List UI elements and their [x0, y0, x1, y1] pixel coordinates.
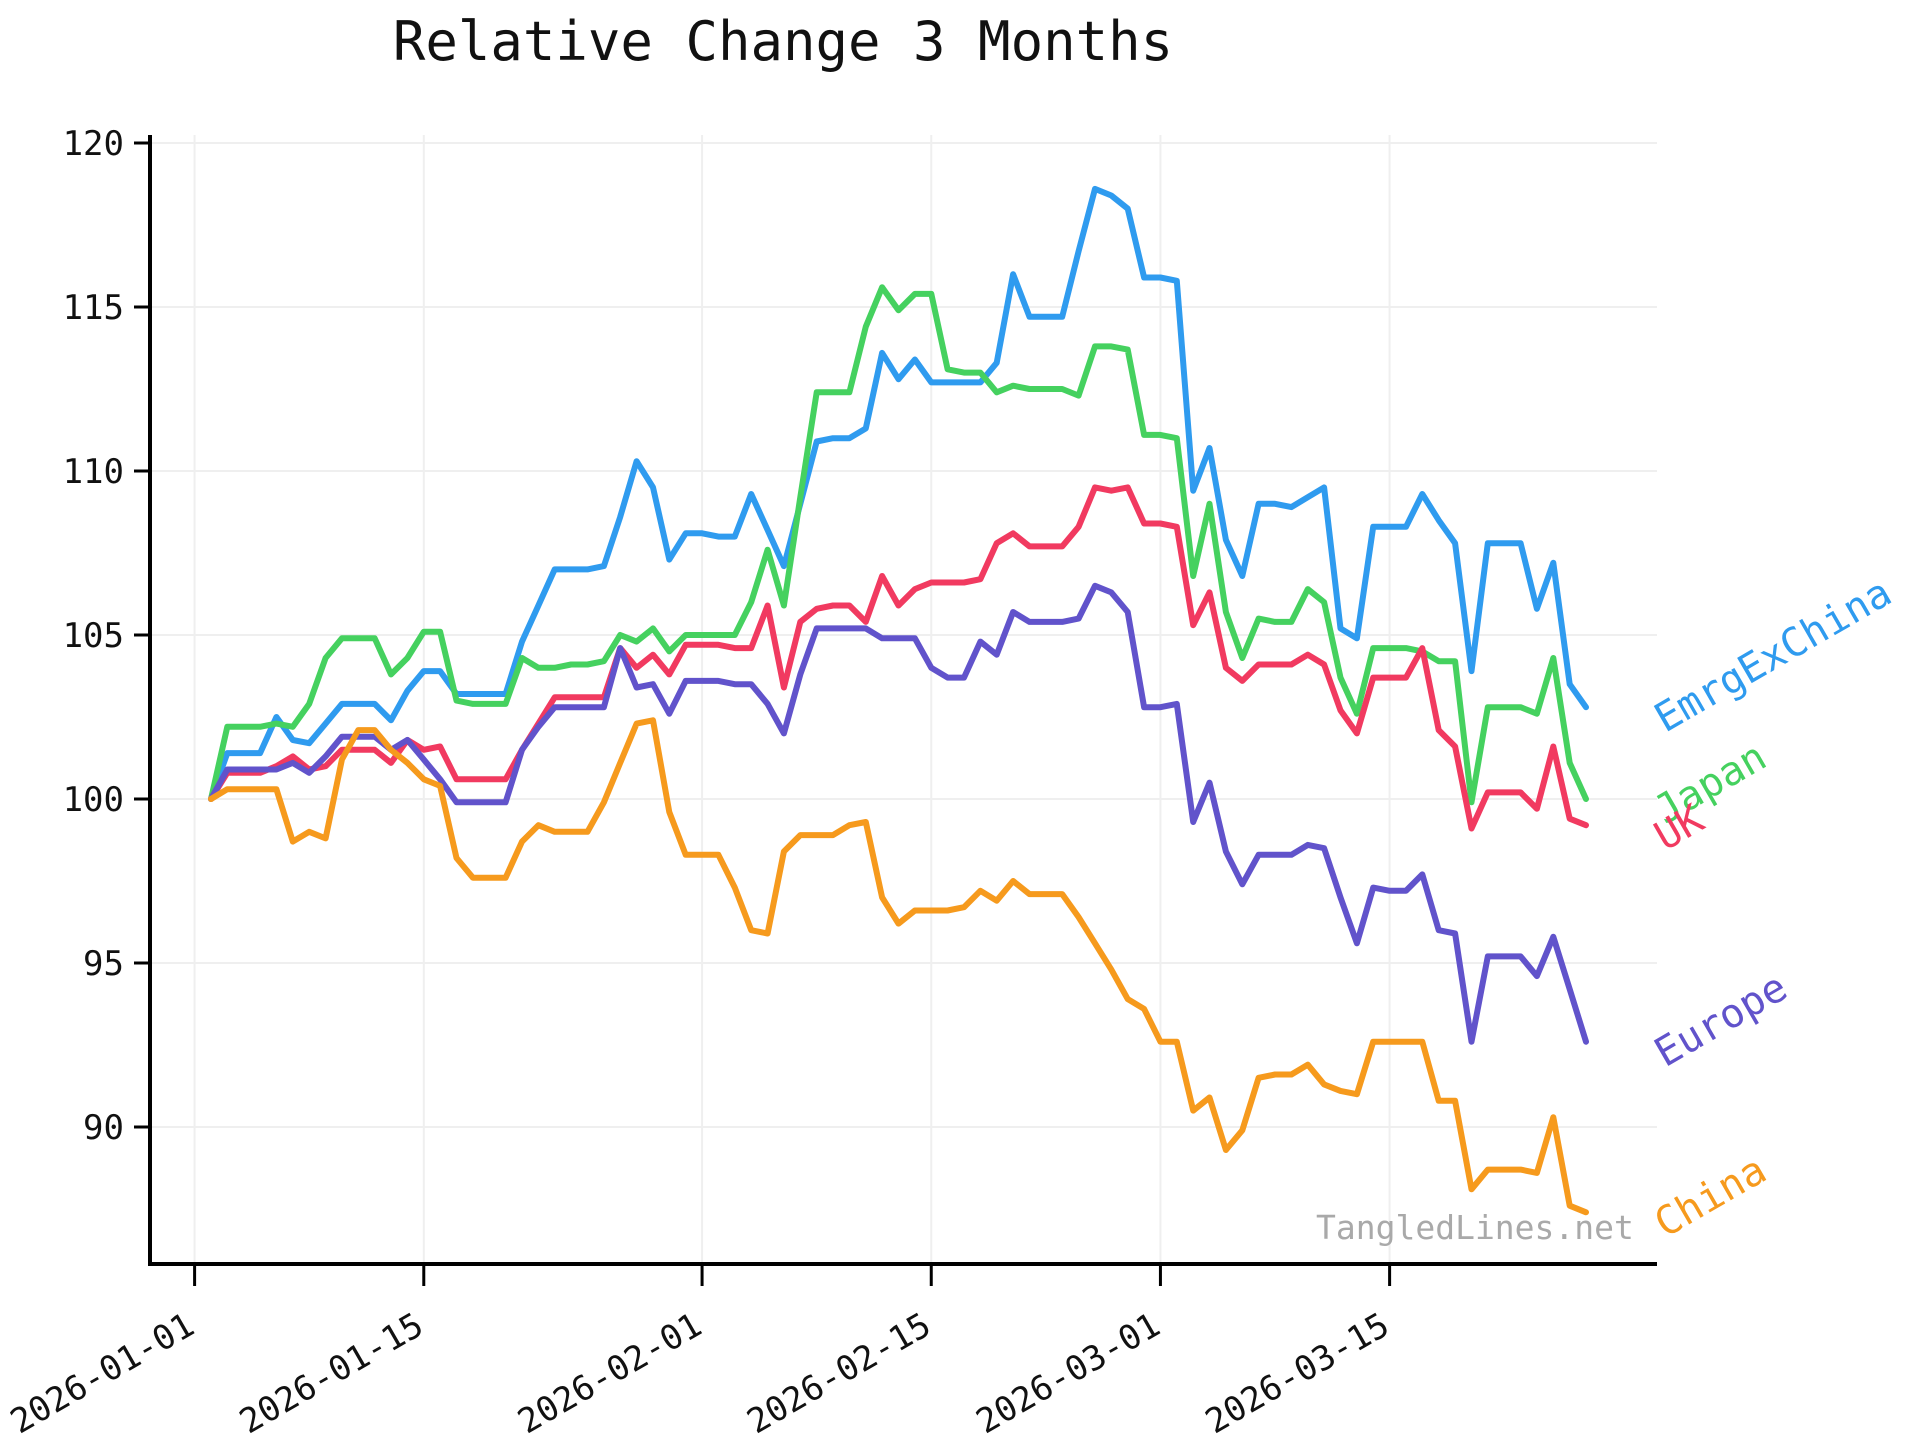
- series-line-EmrgExChina: [208, 185, 1589, 802]
- x-tick-label: 2026-03-01: [970, 1305, 1167, 1440]
- y-tick-label: 95: [83, 944, 124, 984]
- x-tick-label: 2026-03-15: [1199, 1305, 1396, 1440]
- series-label-EmrgExChina: EmrgExChina: [1647, 570, 1899, 742]
- x-tick-label: 2026-02-01: [511, 1305, 708, 1440]
- x-tick-label: 2026-01-01: [4, 1305, 201, 1440]
- y-tick-label: 100: [63, 780, 124, 820]
- chart-title: Relative Change 3 Months: [392, 10, 1174, 73]
- series-line-China: [208, 717, 1589, 1216]
- series-label-Europe: Europe: [1647, 964, 1795, 1076]
- y-tick-label: 90: [83, 1108, 124, 1148]
- y-tick-label: 105: [63, 616, 124, 656]
- watermark: TangledLines.net: [1316, 1208, 1634, 1247]
- series-line-Japan: [208, 284, 1589, 806]
- series-line-Europe: [208, 582, 1589, 1045]
- x-tick-label: 2026-01-15: [233, 1305, 430, 1440]
- y-tick-label: 120: [63, 124, 124, 164]
- series-line-UK: [208, 484, 1589, 832]
- x-tick-label: 2026-02-15: [740, 1305, 937, 1440]
- y-tick-label: 110: [63, 452, 124, 492]
- series-label-China: China: [1647, 1147, 1774, 1247]
- y-tick-label: 115: [63, 288, 124, 328]
